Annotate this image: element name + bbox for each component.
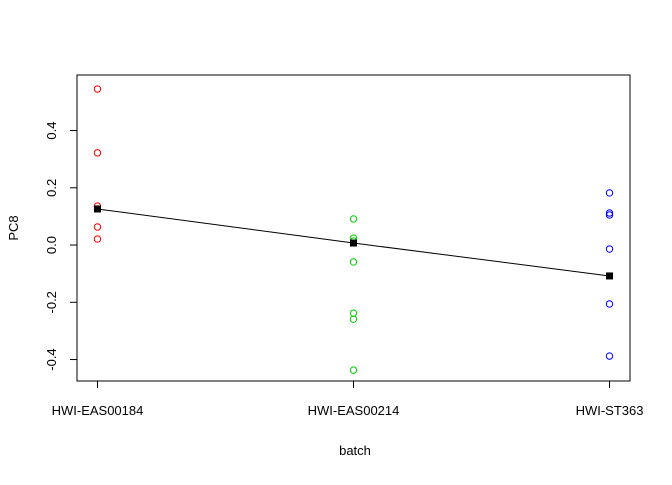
point (349, 366, 358, 374)
y-axis-label: PC8 (6, 215, 21, 240)
x-tick-label: HWI-EAS00184 (52, 403, 144, 418)
y-tick-label: 0.2 (44, 179, 59, 197)
point (605, 211, 614, 219)
mean-marker (606, 272, 614, 280)
mean-marker (93, 205, 101, 213)
point (349, 258, 358, 266)
plot-frame (76, 74, 631, 382)
point (93, 85, 102, 93)
point (93, 223, 102, 231)
point (93, 149, 102, 157)
mean-marker (350, 239, 357, 247)
x-tick-label: HWI-EAS00214 (308, 403, 400, 418)
point (605, 245, 614, 253)
point (605, 209, 614, 217)
y-tick-label: 0.0 (44, 236, 59, 254)
x-tick-label: HWI-ST363 (576, 403, 644, 418)
point (93, 235, 102, 243)
y-tick-label: -0.2 (44, 291, 59, 313)
y-tick-label: 0.4 (44, 121, 59, 139)
x-axis-label: batch (339, 443, 371, 458)
point (605, 189, 614, 197)
point (349, 215, 358, 223)
point (605, 352, 614, 360)
point (349, 309, 358, 317)
point (349, 315, 358, 323)
point (605, 300, 614, 308)
y-tick-label: -0.4 (44, 348, 59, 370)
